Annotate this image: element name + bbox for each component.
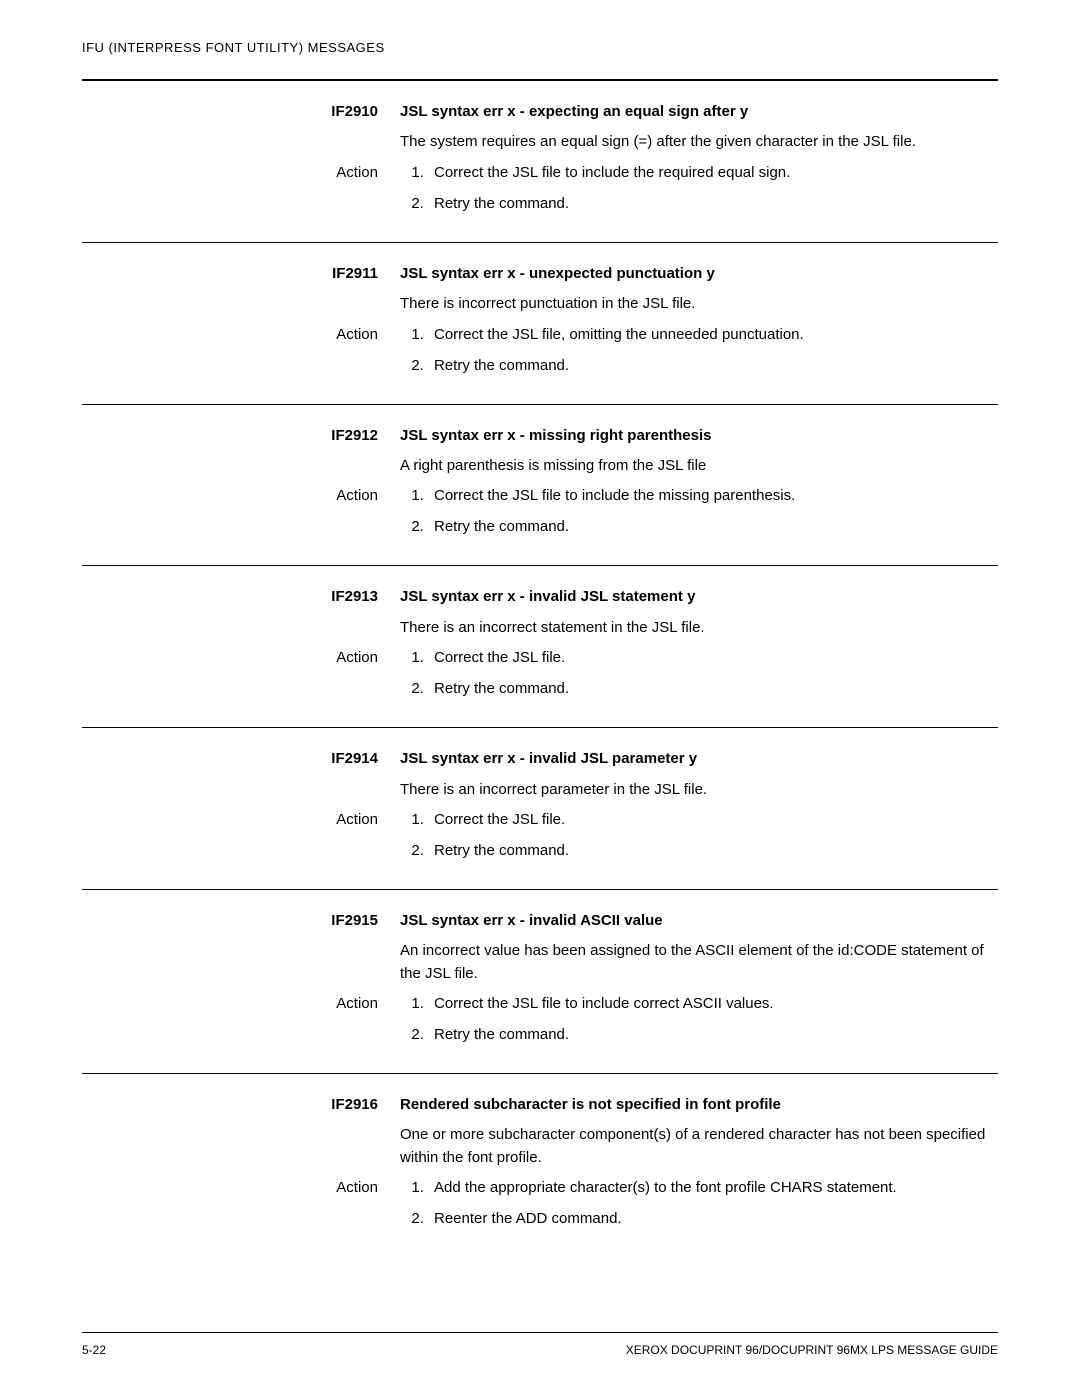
message-description: A right parenthesis is missing from the … xyxy=(400,457,706,474)
action-step: Correct the JSL file to include the requ… xyxy=(428,162,998,183)
action-step: Correct the JSL file. xyxy=(428,647,998,668)
top-rule xyxy=(82,79,998,81)
message-description: The system requires an equal sign (=) af… xyxy=(400,133,916,150)
action-step: Add the appropriate character(s) to the … xyxy=(428,1177,998,1198)
message-title: JSL syntax err x - unexpected punctuatio… xyxy=(400,265,715,282)
message-title: JSL syntax err x - invalid ASCII value xyxy=(400,912,663,929)
message-entry: IF2910 JSL syntax err x - expecting an eq… xyxy=(82,101,998,243)
message-description: An incorrect value has been assigned to … xyxy=(400,942,984,981)
message-title: JSL syntax err x - missing right parenth… xyxy=(400,427,712,444)
message-code: IF2914 xyxy=(331,750,378,767)
message-description: One or more subcharacter component(s) of… xyxy=(400,1126,985,1165)
page-footer: 5-22 XEROX DOCUPRINT 96/DOCUPRINT 96MX L… xyxy=(82,1332,998,1357)
action-label: Action xyxy=(336,487,378,504)
action-steps: Correct the JSL file. Retry the command. xyxy=(400,647,998,699)
action-steps: Correct the JSL file to include correct … xyxy=(400,993,998,1045)
action-label: Action xyxy=(336,326,378,343)
page-header: IFU (INTERPRESS FONT UTILITY) MESSAGES xyxy=(82,40,998,55)
action-label: Action xyxy=(336,995,378,1012)
action-label: Action xyxy=(336,649,378,666)
action-step: Correct the JSL file to include the miss… xyxy=(428,485,998,506)
message-code: IF2910 xyxy=(331,103,378,120)
message-entry: IF2911 JSL syntax err x - unexpected punc… xyxy=(82,263,998,405)
message-title: JSL syntax err x - invalid JSL statement… xyxy=(400,588,695,605)
action-step: Retry the command. xyxy=(428,678,998,699)
message-description: There is an incorrect parameter in the J… xyxy=(400,781,707,798)
doc-title: XEROX DOCUPRINT 96/DOCUPRINT 96MX LPS ME… xyxy=(626,1343,998,1357)
message-title: JSL syntax err x - expecting an equal si… xyxy=(400,103,748,120)
message-entry: IF2915 JSL syntax err x - invalid ASCII v… xyxy=(82,910,998,1074)
action-label: Action xyxy=(336,164,378,181)
message-title: Rendered subcharacter is not specified i… xyxy=(400,1096,781,1113)
message-code: IF2915 xyxy=(331,912,378,929)
action-step: Retry the command. xyxy=(428,1024,998,1045)
action-steps: Add the appropriate character(s) to the … xyxy=(400,1177,998,1229)
message-entry: IF2912 JSL syntax err x - missing right p… xyxy=(82,425,998,567)
page-number: 5-22 xyxy=(82,1343,106,1357)
message-code: IF2913 xyxy=(331,588,378,605)
message-entry: IF2916 Rendered subcharacter is not speci… xyxy=(82,1094,998,1257)
message-entries: IF2910 JSL syntax err x - expecting an eq… xyxy=(82,101,998,1257)
action-steps: Correct the JSL file, omitting the unnee… xyxy=(400,324,998,376)
action-steps: Correct the JSL file. Retry the command. xyxy=(400,809,998,861)
action-steps: Correct the JSL file to include the miss… xyxy=(400,485,998,537)
message-description: There is an incorrect statement in the J… xyxy=(400,619,705,636)
message-code: IF2912 xyxy=(331,427,378,444)
action-step: Retry the command. xyxy=(428,840,998,861)
action-step: Retry the command. xyxy=(428,355,998,376)
action-label: Action xyxy=(336,1179,378,1196)
action-steps: Correct the JSL file to include the requ… xyxy=(400,162,998,214)
action-step: Reenter the ADD command. xyxy=(428,1208,998,1229)
message-title: JSL syntax err x - invalid JSL parameter… xyxy=(400,750,697,767)
action-step: Correct the JSL file, omitting the unnee… xyxy=(428,324,998,345)
action-label: Action xyxy=(336,811,378,828)
action-step: Correct the JSL file to include correct … xyxy=(428,993,998,1014)
message-description: There is incorrect punctuation in the JS… xyxy=(400,295,695,312)
message-entry: IF2913 JSL syntax err x - invalid JSL sta… xyxy=(82,586,998,728)
action-step: Correct the JSL file. xyxy=(428,809,998,830)
message-code: IF2916 xyxy=(331,1096,378,1113)
message-entry: IF2914 JSL syntax err x - invalid JSL par… xyxy=(82,748,998,890)
action-step: Retry the command. xyxy=(428,193,998,214)
message-code: IF2911 xyxy=(332,265,378,282)
action-step: Retry the command. xyxy=(428,516,998,537)
